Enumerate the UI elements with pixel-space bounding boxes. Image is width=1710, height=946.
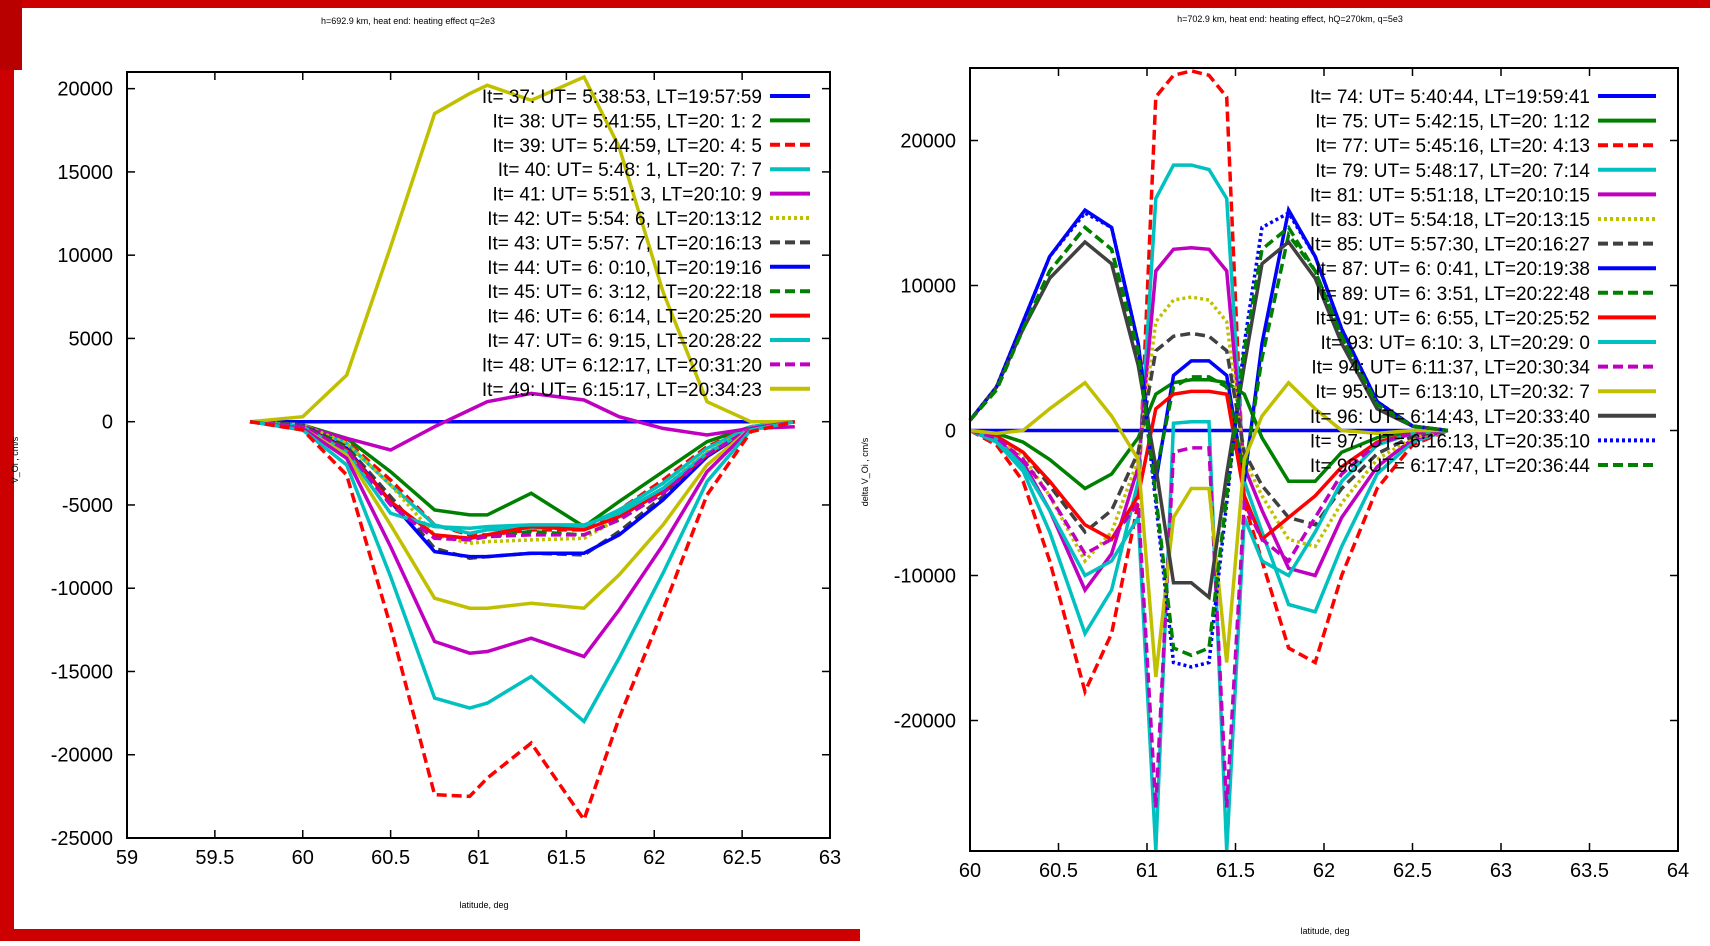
legend-label: It= 43: UT= 5:57: 7, LT=20:16:13 (487, 233, 762, 254)
series-line (969, 389, 1449, 543)
series-line (249, 419, 796, 546)
x-tick-label: 62.5 (723, 847, 762, 869)
series-line (249, 391, 795, 452)
y-tick-label: 0 (945, 421, 956, 443)
series-line (969, 69, 1449, 697)
y-tick-label: -20000 (894, 711, 956, 733)
x-tick-label: 59 (116, 847, 138, 869)
series-line (249, 419, 796, 824)
y-tick-label: -5000 (62, 495, 113, 517)
x-tick-label: 60.5 (1039, 860, 1078, 882)
y-tick-label: -10000 (894, 566, 956, 588)
legend-label: It= 97: UT= 6:16:13, LT=20:35:10 (1310, 431, 1590, 452)
legend-label: It= 40: UT= 5:48: 1, LT=20: 7: 7 (498, 160, 762, 181)
frame-left-bar (0, 0, 14, 941)
y-tick-label: 20000 (900, 131, 956, 153)
legend-label: It= 38: UT= 5:41:55, LT=20: 1: 2 (492, 111, 762, 132)
series-line (249, 419, 796, 725)
x-tick-label: 62 (1313, 860, 1335, 882)
x-tick-label: 61.5 (1216, 860, 1255, 882)
series-line (969, 163, 1449, 638)
x-tick-label: 62 (643, 847, 665, 869)
x-tick-label: 60.5 (371, 847, 410, 869)
legend-label: It= 98: UT= 6:17:47, LT=20:36:44 (1310, 456, 1591, 477)
legend-label: It= 94: UT= 6:11:37, LT=20:30:34 (1311, 358, 1590, 379)
chart-left-ylabel: V_Oi , cm/s (10, 436, 20, 483)
legend-label: It= 91: UT= 6: 6:55, LT=20:25:52 (1315, 308, 1590, 329)
x-tick-label: 61 (1136, 860, 1158, 882)
series-line (249, 419, 796, 659)
legend-label: It= 48: UT= 6:12:17, LT=20:31:20 (482, 355, 762, 376)
x-tick-label: 63.5 (1570, 860, 1609, 882)
series-line (969, 295, 1449, 564)
x-tick-label: 60 (959, 860, 981, 882)
frame-bottom-bar (0, 929, 860, 941)
x-tick-label: 63 (1490, 860, 1512, 882)
chart-right: h=702.9 km, heat end: heating effect, hQ… (860, 14, 1689, 936)
series-line (249, 74, 795, 424)
legend-label: It= 83: UT= 5:54:18, LT=20:13:15 (1310, 210, 1590, 231)
series-line (249, 419, 796, 542)
legend-label: It= 74: UT= 5:40:44, LT=19:59:41 (1310, 87, 1590, 108)
frame-corner-block (0, 0, 22, 70)
series-line (249, 419, 795, 529)
legend-label: It= 47: UT= 6: 9:15, LT=20:28:22 (487, 331, 762, 352)
series-line (969, 331, 1449, 535)
y-tick-label: 0 (102, 412, 113, 434)
x-tick-label: 63 (819, 847, 841, 869)
legend-label: It= 93: UT= 6:10: 3, LT=20:29: 0 (1320, 333, 1590, 354)
y-tick-label: -20000 (51, 745, 113, 767)
legend-label: It= 44: UT= 6: 0:10, LT=20:19:16 (487, 258, 762, 279)
y-tick-label: 15000 (57, 162, 113, 184)
legend-label: It= 41: UT= 5:51: 3, LT=20:10: 9 (492, 185, 762, 206)
legend-label: It= 85: UT= 5:57:30, LT=20:16:27 (1310, 235, 1590, 256)
legend-label: It= 46: UT= 6: 6:14, LT=20:25:20 (487, 307, 762, 328)
legend-label: It= 95: UT= 6:13:10, LT=20:32: 7 (1315, 382, 1590, 403)
chart-left: h=692.9 km, heat end: heating effect q=2… (10, 16, 841, 910)
y-tick-label: -10000 (51, 578, 113, 600)
x-tick-label: 61.5 (547, 847, 586, 869)
y-tick-label: -25000 (51, 828, 113, 850)
legend-label: It= 49: UT= 6:15:17, LT=20:34:23 (482, 380, 762, 401)
y-tick-label: 20000 (57, 79, 113, 101)
y-tick-label: 10000 (900, 276, 956, 298)
legend-label: It= 81: UT= 5:51:18, LT=20:10:15 (1310, 185, 1590, 206)
legend-label: It= 39: UT= 5:44:59, LT=20: 4: 5 (492, 136, 762, 157)
legend-label: It= 75: UT= 5:42:15, LT=20: 1:12 (1315, 112, 1590, 133)
x-tick-label: 59.5 (195, 847, 234, 869)
y-tick-label: 5000 (69, 328, 114, 350)
legend-label: It= 42: UT= 5:54: 6, LT=20:13:12 (487, 209, 762, 230)
chart-left-title: h=692.9 km, heat end: heating effect q=2… (321, 16, 495, 26)
legend-label: It= 96: UT= 6:14:43, LT=20:33:40 (1310, 407, 1590, 428)
x-tick-label: 64 (1667, 860, 1689, 882)
series-line (968, 239, 1449, 601)
series-line (969, 420, 1449, 852)
series-line (969, 428, 1449, 808)
legend-label: It= 79: UT= 5:48:17, LT=20: 7:14 (1315, 161, 1590, 182)
y-tick-label: 10000 (57, 245, 113, 267)
legend-label: It= 87: UT= 6: 0:41, LT=20:19:38 (1315, 259, 1590, 280)
legend-label: It= 45: UT= 6: 3:12, LT=20:22:18 (487, 282, 762, 303)
legend-label: It= 89: UT= 6: 3:51, LT=20:22:48 (1315, 284, 1590, 305)
y-tick-label: -15000 (51, 661, 113, 683)
chart-right-title: h=702.9 km, heat end: heating effect, hQ… (1177, 14, 1403, 24)
chart-right-xlabel: latitude, deg (1300, 926, 1349, 936)
frame-top-bar (0, 0, 1710, 8)
chart-left-plot-border (126, 71, 831, 839)
chart-right-ylabel: delta V_Oi , cm/s (860, 437, 870, 506)
x-tick-label: 62.5 (1393, 860, 1432, 882)
legend-label: It= 77: UT= 5:45:16, LT=20: 4:13 (1315, 136, 1590, 157)
series-line (968, 224, 1449, 658)
chart-right-plot-border (969, 67, 1679, 852)
x-tick-label: 61 (467, 847, 489, 869)
legend-label: It= 37: UT= 5:38:53, LT=19:57:59 (482, 87, 762, 108)
x-tick-label: 60 (292, 847, 314, 869)
series-line (249, 419, 796, 611)
series-line (968, 210, 1449, 669)
series-line (969, 380, 1448, 678)
series-line (969, 378, 1448, 491)
chart-left-xlabel: latitude, deg (459, 900, 508, 910)
